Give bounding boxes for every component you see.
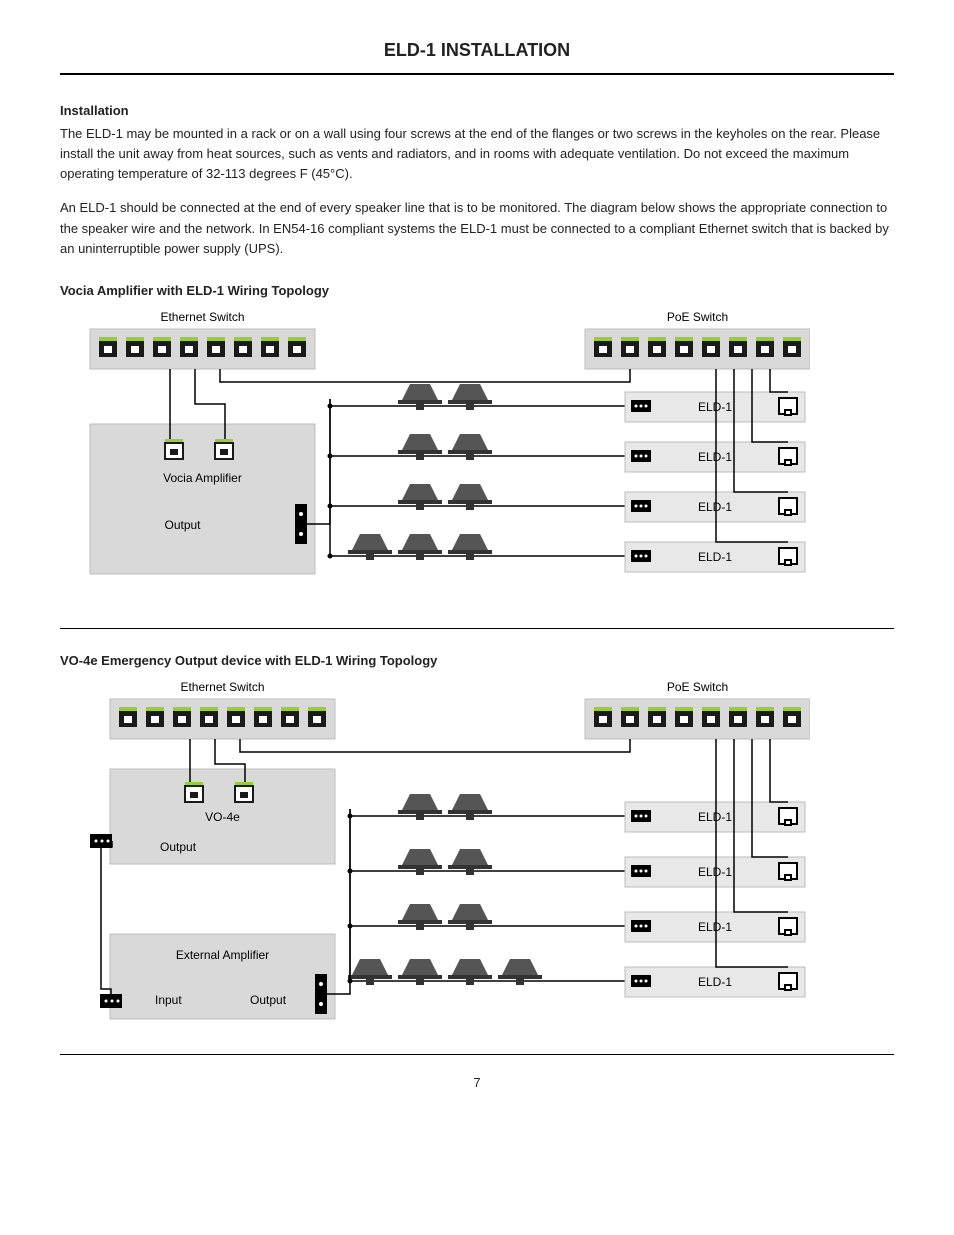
diagram1: Ethernet Switch PoE Switch Vocia Amplifier… (70, 304, 810, 604)
svg-text:ELD-1: ELD-1 (698, 920, 732, 934)
svg-text:Ethernet Switch: Ethernet Switch (160, 310, 244, 324)
rule-bottom (60, 1054, 894, 1055)
install-heading: Installation (60, 103, 894, 118)
diagram2: Ethernet Switch PoE Switch VO-4e Output Exte… (70, 674, 810, 1044)
svg-text:ELD-1: ELD-1 (698, 865, 732, 879)
diagram1-caption: Vocia Amplifier with ELD-1 Wiring Topolo… (60, 283, 894, 298)
diagram2-svg: Ethernet Switch PoE Switch VO-4e Output Exte… (70, 674, 810, 1044)
page-number: 7 (60, 1075, 894, 1090)
svg-text:ELD-1: ELD-1 (698, 810, 732, 824)
svg-text:PoE Switch: PoE Switch (667, 310, 728, 324)
svg-text:Vocia Amplifier: Vocia Amplifier (163, 471, 242, 485)
page-title: ELD-1 INSTALLATION (60, 40, 894, 61)
svg-text:ELD-1: ELD-1 (698, 975, 732, 989)
rule-top (60, 73, 894, 75)
rule-mid (60, 628, 894, 629)
svg-text:Output: Output (250, 993, 287, 1007)
diagram1-svg: Ethernet Switch PoE Switch Vocia Amplifier… (70, 304, 810, 604)
svg-text:Input: Input (155, 993, 182, 1007)
svg-text:External Amplifier: External Amplifier (176, 948, 269, 962)
svg-text:ELD-1: ELD-1 (698, 500, 732, 514)
svg-text:Output: Output (164, 518, 201, 532)
svg-text:VO-4e: VO-4e (205, 810, 240, 824)
diagram2-caption: VO-4e Emergency Output device with ELD-1… (60, 653, 894, 668)
install-para-2: An ELD-1 should be connected at the end … (60, 198, 894, 258)
svg-text:PoE Switch: PoE Switch (667, 680, 728, 694)
svg-text:ELD-1: ELD-1 (698, 450, 732, 464)
svg-text:Output: Output (160, 840, 197, 854)
install-para-1: The ELD-1 may be mounted in a rack or on… (60, 124, 894, 184)
svg-text:ELD-1: ELD-1 (698, 400, 732, 414)
svg-text:ELD-1: ELD-1 (698, 550, 732, 564)
svg-text:Ethernet Switch: Ethernet Switch (180, 680, 264, 694)
